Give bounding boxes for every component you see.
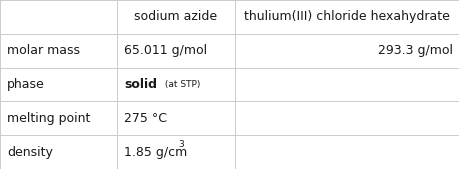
Text: phase: phase	[7, 78, 45, 91]
Text: molar mass: molar mass	[7, 44, 80, 57]
Text: (at STP): (at STP)	[162, 80, 200, 89]
Text: solid: solid	[124, 78, 157, 91]
Text: thulium(III) chloride hexahydrate: thulium(III) chloride hexahydrate	[244, 10, 449, 23]
Text: 65.011 g/mol: 65.011 g/mol	[124, 44, 207, 57]
Text: 275 °C: 275 °C	[124, 112, 167, 125]
Text: 1.85 g/cm: 1.85 g/cm	[124, 146, 187, 159]
Text: melting point: melting point	[7, 112, 90, 125]
Text: 3: 3	[178, 140, 184, 149]
Text: density: density	[7, 146, 53, 159]
Text: sodium azide: sodium azide	[134, 10, 217, 23]
Text: 293.3 g/mol: 293.3 g/mol	[377, 44, 452, 57]
